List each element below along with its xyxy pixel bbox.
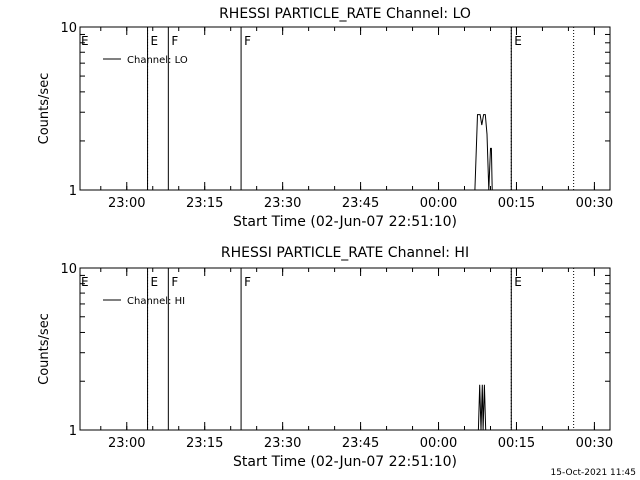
- x-tick-label: 23:30: [264, 436, 301, 451]
- series-line: [474, 114, 493, 191]
- y-axis-label: Counts/sec: [37, 73, 52, 145]
- x-tick-label: 23:45: [342, 196, 379, 211]
- series-line: [477, 384, 487, 431]
- y-tick-label: 10: [60, 262, 77, 277]
- x-tick-label: 00:30: [576, 436, 613, 451]
- legend-label: Channel: LO: [127, 55, 188, 66]
- x-tick-label: 00:30: [576, 196, 613, 211]
- footer-timestamp: 15-Oct-2021 11:45: [550, 468, 636, 478]
- legend-label: Channel: HI: [127, 296, 185, 307]
- x-tick-label: 23:30: [264, 196, 301, 211]
- x-axis-label: Start Time (02-Jun-07 22:51:10): [233, 214, 457, 230]
- plot-frame: [79, 267, 611, 431]
- plot-frame: [79, 26, 611, 191]
- chart-title: RHESSI PARTICLE_RATE Channel: HI: [221, 245, 469, 261]
- chart-panel-2: RHESSI PARTICLE_RATE Channel: HI 1 10 Count…: [37, 245, 613, 470]
- event-marker-label: E: [514, 34, 522, 48]
- event-marker-label: F: [244, 34, 251, 48]
- y-tick-label: 1: [69, 424, 77, 439]
- x-tick-label: 23:00: [108, 196, 145, 211]
- event-marker-label: F: [171, 34, 178, 48]
- x-tick-label: 00:15: [498, 196, 535, 211]
- y-tick-label: 1: [69, 184, 77, 199]
- y-axis-label: Counts/sec: [37, 313, 52, 385]
- x-tick-label: 00:00: [420, 436, 457, 451]
- x-axis-label: Start Time (02-Jun-07 22:51:10): [233, 454, 457, 470]
- x-tick-label: 00:15: [498, 436, 535, 451]
- event-marker-label: E: [81, 34, 89, 48]
- x-tick-label: 23:15: [186, 196, 223, 211]
- event-marker-label: F: [244, 275, 251, 289]
- chart-panel-1: RHESSI PARTICLE_RATE Channel: LO 1 10 Count…: [37, 6, 613, 230]
- event-marker-label: E: [151, 275, 159, 289]
- x-tick-label: 00:00: [420, 196, 457, 211]
- x-tick-label: 23:45: [342, 436, 379, 451]
- x-tick-label: 23:00: [108, 436, 145, 451]
- chart-title: RHESSI PARTICLE_RATE Channel: LO: [219, 6, 471, 22]
- event-marker-label: E: [151, 34, 159, 48]
- event-marker-label: E: [81, 275, 89, 289]
- event-marker-label: F: [171, 275, 178, 289]
- y-tick-label: 10: [60, 21, 77, 36]
- x-tick-label: 23:15: [186, 436, 223, 451]
- event-marker-label: E: [514, 275, 522, 289]
